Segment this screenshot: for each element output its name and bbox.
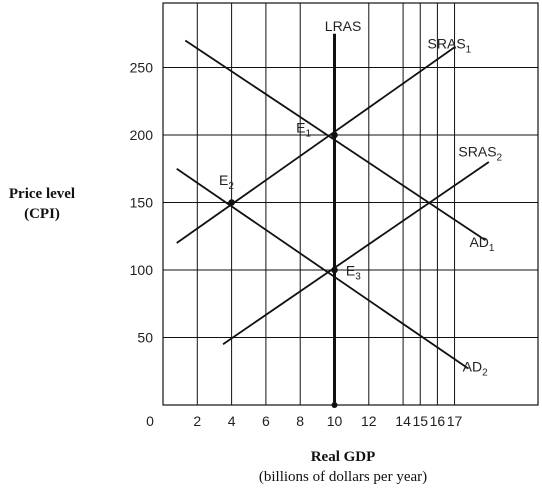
plot-frame bbox=[162, 2, 539, 406]
y-axis-title-line1: Price level bbox=[9, 186, 75, 202]
x-tick-17: 17 bbox=[447, 413, 463, 429]
curve-ad1 bbox=[184, 39, 486, 242]
origin-label: 0 bbox=[146, 413, 154, 429]
dot-e2 bbox=[228, 199, 235, 206]
x-tick-4: 4 bbox=[228, 413, 236, 429]
y-tick-200: 200 bbox=[130, 127, 154, 143]
label-sras1: SRAS1 bbox=[428, 36, 472, 56]
y-tick-100: 100 bbox=[130, 262, 154, 278]
curve-ad2 bbox=[176, 168, 469, 370]
x-tick-6: 6 bbox=[262, 413, 270, 429]
y-tick-250: 250 bbox=[130, 60, 154, 76]
x-axis-subtitle: (billions of dollars per year) bbox=[259, 469, 427, 485]
tick-labels: 2 4 6 8 10 12 14 15 16 17 50 100 150 200 250 bbox=[130, 60, 463, 430]
y-tick-150: 150 bbox=[130, 195, 154, 211]
label-ad2: AD2 bbox=[463, 358, 488, 378]
label-e2: E2 bbox=[219, 172, 234, 192]
x-axis-title: Real GDP bbox=[311, 449, 376, 465]
lras-axis-dot bbox=[331, 402, 338, 408]
x-tick-8: 8 bbox=[296, 413, 304, 429]
curve-labels: LRAS SRAS1 SRAS2 AD1 AD2 E1 E2 E3 bbox=[219, 18, 503, 378]
x-tick-12: 12 bbox=[361, 413, 377, 429]
y-tick-50: 50 bbox=[137, 330, 153, 346]
curve-sras1 bbox=[176, 46, 456, 244]
curve-sras2 bbox=[222, 161, 490, 345]
label-e3: E3 bbox=[346, 262, 361, 282]
dot-e3 bbox=[331, 266, 338, 274]
x-tick-15: 15 bbox=[412, 413, 428, 429]
plot-border bbox=[162, 2, 539, 406]
x-tick-2: 2 bbox=[193, 413, 201, 429]
dot-e1 bbox=[331, 131, 338, 139]
y-axis-title-line2: (CPI) bbox=[24, 206, 60, 222]
x-tick-16: 16 bbox=[430, 413, 446, 429]
equilibrium-dots bbox=[228, 131, 338, 408]
label-lras: LRAS bbox=[325, 18, 362, 34]
x-tick-14: 14 bbox=[395, 413, 411, 429]
curves bbox=[176, 33, 490, 405]
label-sras2: SRAS2 bbox=[458, 144, 502, 164]
label-e1: E1 bbox=[296, 119, 311, 139]
label-ad1: AD1 bbox=[469, 234, 494, 254]
x-tick-10: 10 bbox=[327, 413, 343, 429]
